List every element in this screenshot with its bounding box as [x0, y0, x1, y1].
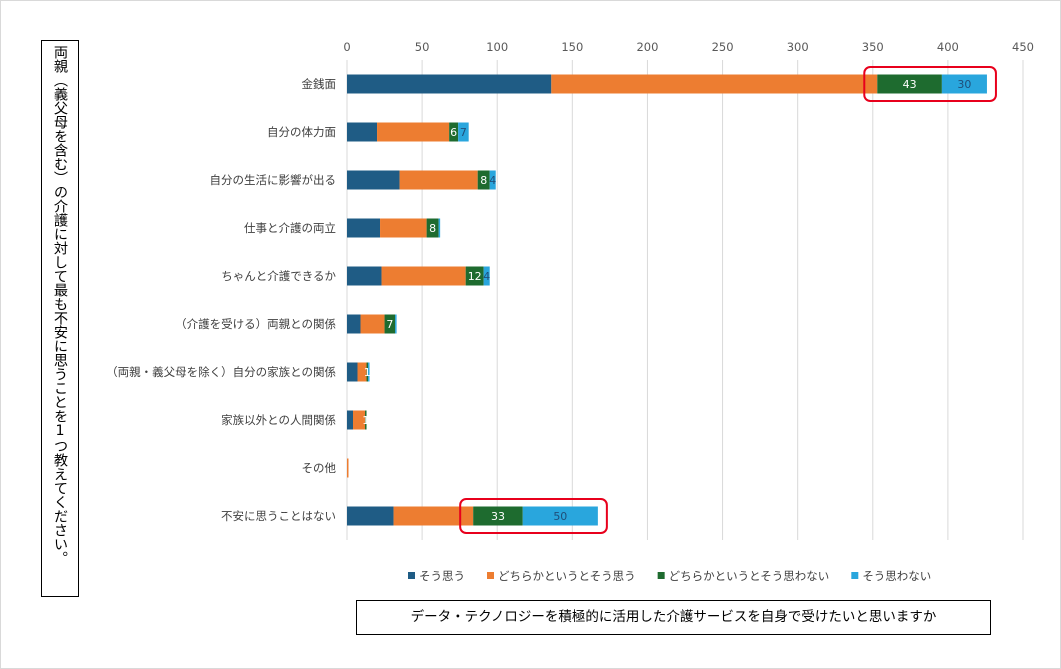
- legend-label: どちらかというとそう思う: [498, 569, 636, 583]
- bar-segment: [347, 218, 381, 238]
- bar-segment: [381, 266, 466, 286]
- x-tick-label: 450: [1012, 40, 1034, 54]
- bar-segment: [489, 170, 496, 190]
- bar-segment: [384, 314, 396, 334]
- x-tick-label: 50: [415, 40, 430, 54]
- legend-label: どちらかというとそう思わない: [669, 569, 830, 583]
- x-tick-label: 150: [561, 40, 583, 54]
- highlight-box: [863, 66, 997, 102]
- bar-segment: [941, 74, 987, 94]
- bar-segment: [426, 218, 439, 238]
- highlight-boxes: [459, 66, 997, 534]
- bar-segment: [449, 122, 459, 142]
- bar-segment: [380, 218, 427, 238]
- bar-segment: [483, 266, 490, 286]
- data-label: 43: [903, 78, 917, 91]
- x-axis-ticks: 0 50 100 150 200 250 300 350 400 450: [343, 40, 1034, 54]
- bar-segment: [377, 122, 450, 142]
- category-label: その他: [302, 461, 337, 475]
- bar-segment: [347, 266, 382, 286]
- bar-segment: [551, 74, 878, 94]
- x-tick-label: 200: [636, 40, 658, 54]
- legend: そう思う どちらかというとそう思う どちらかというとそう思わない そう思わない: [408, 569, 931, 583]
- bar-segment: [347, 506, 394, 526]
- bar-segment: [347, 122, 378, 142]
- category-label: ちゃんと介護できるか: [221, 269, 336, 283]
- bar-segment: [458, 122, 469, 142]
- category-label: 仕事と介護の両立: [244, 221, 336, 235]
- category-label: 自分の体力面: [267, 125, 336, 139]
- bar-segment: [347, 458, 349, 478]
- highlight-box: [459, 498, 608, 534]
- data-label: 30: [957, 78, 971, 91]
- bar-segment: [347, 74, 552, 94]
- bars: [347, 74, 987, 526]
- x-tick-label: 250: [712, 40, 734, 54]
- bar-segment: [347, 362, 358, 382]
- legend-swatch: [408, 572, 415, 579]
- legend-swatch: [851, 572, 859, 579]
- x-tick-label: 350: [862, 40, 884, 54]
- category-label: （両親・義父母を除く）自分の家族との関係: [106, 365, 336, 379]
- data-label: 33: [491, 510, 505, 523]
- data-label: 8: [480, 174, 487, 187]
- bar-segment: [395, 314, 397, 334]
- legend-swatch: [487, 572, 494, 579]
- data-label: 50: [553, 510, 567, 523]
- bar-segment: [473, 506, 523, 526]
- category-label: 自分の生活に影響が出る: [210, 173, 337, 187]
- bar-segment: [347, 410, 354, 430]
- bar-segment: [465, 266, 484, 286]
- category-label: 家族以外との人間関係: [221, 413, 336, 427]
- data-label: 8: [429, 222, 436, 235]
- data-label: 1: [362, 414, 369, 427]
- x-tick-label: 400: [937, 40, 959, 54]
- category-label: 金銭面: [302, 77, 337, 91]
- x-tick-label: 0: [343, 40, 350, 54]
- bar-segment: [438, 218, 441, 238]
- bar-segment: [347, 170, 400, 190]
- x-tick-label: 300: [787, 40, 809, 54]
- bar-segment: [353, 410, 366, 430]
- data-label: 7: [460, 126, 467, 139]
- category-label: 不安に思うことはない: [221, 509, 336, 523]
- bar-segment: [877, 74, 942, 94]
- bar-segment: [399, 170, 478, 190]
- y-axis-title-box: 両親（義父母を含む）の介護に対して最も不安に思うことを1つ教えてください。: [41, 40, 79, 597]
- data-label: 1: [364, 366, 371, 379]
- x-tick-label: 100: [486, 40, 508, 54]
- bar-segment: [477, 170, 490, 190]
- data-label: 6: [450, 126, 457, 139]
- bar-segment: [366, 362, 369, 382]
- legend-swatch: [657, 572, 665, 579]
- legend-label: そう思う: [419, 569, 465, 583]
- data-label: 7: [386, 318, 393, 331]
- bar-segment: [522, 506, 598, 526]
- bar-segment: [365, 410, 367, 430]
- data-label: 4: [483, 270, 490, 283]
- data-label: 4: [489, 174, 496, 187]
- y-axis-title: 両親（義父母を含む）の介護に対して最も不安に思うことを1つ教えてください。: [52, 45, 68, 565]
- bar-segment: [393, 506, 474, 526]
- bar-segment: [368, 362, 370, 382]
- data-label: 12: [468, 270, 482, 283]
- bar-segment: [347, 314, 361, 334]
- bar-segment: [357, 362, 367, 382]
- category-label: （介護を受ける）両親との関係: [175, 317, 336, 331]
- legend-label: そう思わない: [862, 569, 931, 583]
- caption: データ・テクノロジーを積極的に活用した介護サービスを自身で受けたいと思いますか: [356, 600, 991, 635]
- bar-segment: [360, 314, 385, 334]
